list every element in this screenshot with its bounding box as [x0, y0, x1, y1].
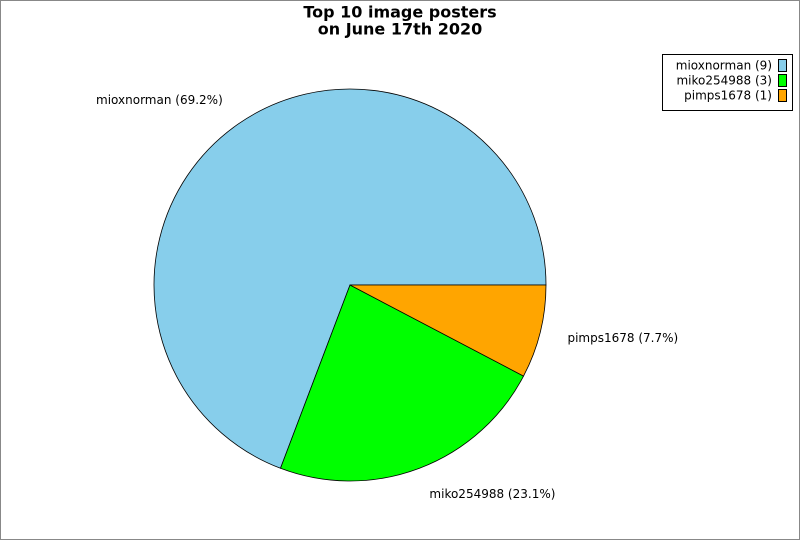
pie-slice — [279, 284, 525, 482]
legend-box — [662, 54, 793, 111]
pie-slice — [153, 88, 547, 469]
slice-label: miko254988 (23.1%) — [429, 487, 555, 501]
legend-label: miko254988 (3) — [676, 74, 772, 88]
slice-label: mioxnorman (69.2%) — [96, 93, 223, 107]
legend-label: pimps1678 (1) — [684, 89, 772, 103]
chart-title: on June 17th 2020 — [318, 20, 483, 39]
slice-label: pimps1678 (7.7%) — [567, 331, 678, 345]
legend-swatch — [778, 59, 787, 72]
chart-title: Top 10 image posters — [303, 3, 496, 22]
legend-label: mioxnorman (9) — [676, 59, 772, 73]
legend-swatch — [778, 89, 787, 102]
pie-slice — [349, 284, 547, 377]
legend-swatch — [778, 74, 787, 87]
